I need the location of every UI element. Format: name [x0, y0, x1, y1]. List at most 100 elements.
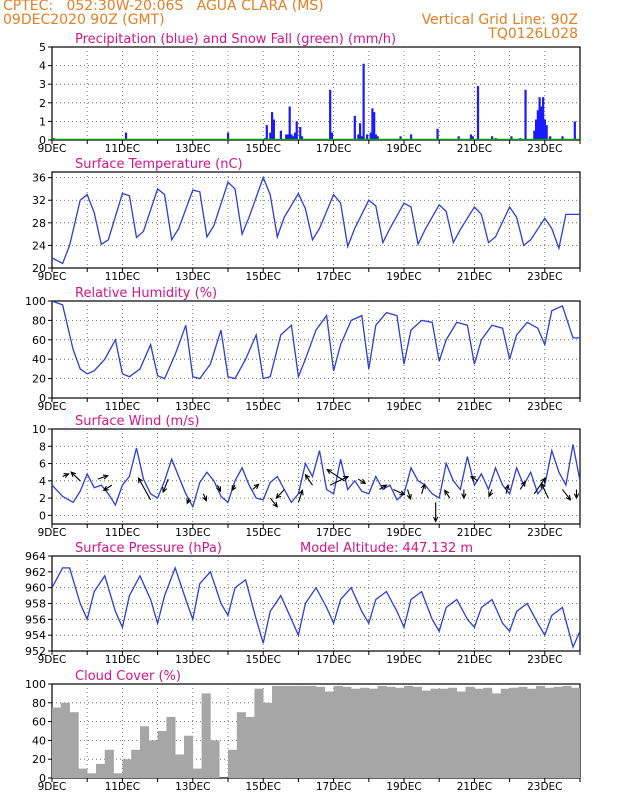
panel-frame — [51, 428, 581, 525]
precip-bar — [538, 97, 541, 140]
x-tick-label: 13DEC — [175, 527, 210, 539]
x-tick-label: 19DEC — [386, 527, 421, 539]
cloud-bar — [52, 707, 62, 778]
wind-arrow — [379, 484, 388, 490]
cloud-bar — [368, 688, 378, 778]
panel-title: Surface Pressure (hPa) — [75, 541, 222, 556]
x-tick-label: 11DEC — [105, 654, 140, 666]
wind-arrow — [326, 468, 345, 482]
x-tick-label: 13DEC — [175, 654, 210, 666]
x-tick-label: 15DEC — [245, 271, 280, 283]
precip-bar — [271, 112, 274, 140]
y-tick-label: 100 — [25, 678, 46, 691]
precip-bar — [124, 132, 128, 140]
cloud-bar — [201, 693, 211, 778]
cloud-bar — [87, 773, 97, 778]
precip-bar — [288, 106, 291, 140]
wind-arrow — [420, 483, 426, 494]
precip-bar — [376, 136, 379, 140]
cloud-bar — [148, 740, 158, 778]
precip-bar — [543, 119, 546, 140]
x-tick-label: 9DEC — [38, 143, 67, 155]
x-tick-label: 21DEC — [457, 527, 492, 539]
header-run-time: 09DEC2020 90Z (GMT) — [3, 12, 165, 28]
cloud-bar — [236, 712, 246, 778]
y-tick-label: 954 — [25, 629, 46, 642]
precip-bar — [279, 130, 282, 140]
cloud-bar — [254, 688, 264, 778]
panel-4: 952 954 956 958 960 962 964 9DEC 11DEC 13DEC 15DEC… — [25, 541, 581, 666]
precip-bar — [329, 89, 332, 140]
wind-arrow — [304, 473, 313, 486]
panel-frame — [51, 171, 581, 269]
y-tick-label: 8 — [39, 440, 46, 453]
cloud-bar — [78, 768, 88, 778]
y-tick-label: 0 — [39, 509, 46, 522]
precip-bar — [265, 125, 268, 140]
plot-area — [52, 685, 580, 778]
x-tick-label: 15DEC — [245, 401, 280, 413]
precip-bar — [299, 126, 302, 140]
cloud-bar — [527, 688, 537, 778]
y-tick-label: 60 — [32, 716, 46, 729]
precip-bar — [292, 136, 295, 140]
cloud-bar — [104, 749, 114, 778]
precip-bar — [533, 130, 536, 140]
wind-arrow — [97, 474, 109, 480]
x-tick-label: 17DEC — [316, 654, 351, 666]
cloud-bar — [324, 691, 334, 778]
x-tick-label: 23DEC — [527, 143, 562, 155]
precip-bar — [536, 110, 539, 140]
cloud-bar — [184, 735, 194, 778]
x-tick-label: 23DEC — [527, 271, 562, 283]
precip-bar — [549, 136, 552, 140]
cloud-bar — [395, 687, 405, 778]
header-model-id: TQ0126L028 — [488, 26, 578, 42]
wind-arrow — [433, 502, 439, 523]
header-grid-note: Vertical Grid Line: 90Z — [421, 12, 578, 28]
cloud-bar — [518, 686, 528, 778]
precip-bar — [366, 134, 369, 140]
precip-bar — [542, 97, 545, 140]
y-tick-label: 960 — [25, 582, 46, 595]
precip-bar — [269, 132, 272, 140]
x-tick-label: 11DEC — [105, 143, 140, 155]
cloud-bar — [60, 702, 70, 778]
precip-bar — [300, 136, 304, 140]
cloud-bar — [412, 686, 422, 778]
x-tick-label: 13DEC — [175, 143, 210, 155]
wind-arrow — [406, 489, 412, 501]
precip-bar — [353, 115, 356, 140]
panel-frame — [51, 300, 581, 399]
x-tick-label: 15DEC — [245, 143, 280, 155]
wind-arrow — [357, 478, 367, 485]
y-tick-label: 20 — [32, 753, 46, 766]
precip-bar — [374, 134, 378, 140]
precip-bar — [561, 136, 564, 140]
cloud-bar — [140, 726, 150, 778]
plot-area — [52, 444, 580, 523]
panel-title: Cloud Cover (%) — [75, 669, 181, 684]
precip-bar — [360, 136, 363, 140]
y-tick-label: 40 — [32, 353, 46, 366]
precip-bar — [293, 132, 297, 140]
cloud-bar — [280, 685, 290, 778]
cloud-bar — [96, 763, 106, 778]
x-tick-label: 19DEC — [386, 654, 421, 666]
wind-arrow — [488, 489, 494, 498]
cloud-bar — [448, 687, 458, 778]
wind-arrow — [461, 489, 467, 500]
y-tick-label: 60 — [32, 334, 46, 347]
cloud-bar — [122, 759, 132, 778]
cloud-bar — [157, 731, 167, 778]
x-tick-label: 11DEC — [105, 781, 140, 793]
wind-arrow — [269, 497, 279, 508]
wind-arrow — [162, 478, 169, 494]
precip-bar — [524, 89, 527, 140]
series-line — [52, 175, 580, 265]
wind-arrow — [393, 488, 406, 496]
y-tick-label: 32 — [32, 194, 46, 207]
cloud-bar — [342, 686, 352, 778]
cloud-bar — [289, 685, 299, 778]
cloud-bar — [474, 688, 484, 778]
